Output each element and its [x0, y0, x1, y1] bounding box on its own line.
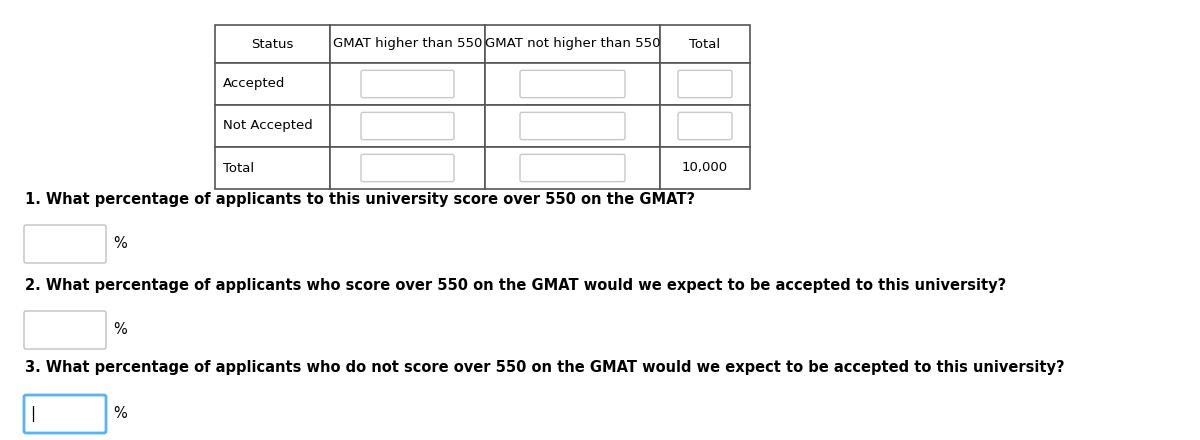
Bar: [485, 147, 660, 189]
Text: Accepted: Accepted: [223, 77, 286, 91]
Text: 1. What percentage of applicants to this university score over 550 on the GMAT?: 1. What percentage of applicants to this…: [25, 192, 695, 207]
Bar: [330, 25, 485, 63]
FancyBboxPatch shape: [24, 225, 106, 263]
Text: %: %: [113, 236, 127, 252]
Bar: [330, 147, 485, 189]
Text: %: %: [113, 407, 127, 422]
Text: 3. What percentage of applicants who do not score over 550 on the GMAT would we : 3. What percentage of applicants who do …: [25, 360, 1064, 375]
FancyBboxPatch shape: [678, 112, 732, 139]
Bar: [330, 105, 485, 147]
Bar: [660, 105, 750, 147]
FancyBboxPatch shape: [520, 70, 625, 98]
FancyBboxPatch shape: [361, 154, 454, 182]
Bar: [485, 105, 660, 147]
FancyBboxPatch shape: [24, 311, 106, 349]
Text: 10,000: 10,000: [682, 161, 728, 175]
Bar: [215, 63, 330, 105]
Bar: [660, 63, 750, 105]
Bar: [485, 25, 660, 63]
Bar: [485, 63, 660, 105]
Bar: [215, 25, 330, 63]
FancyBboxPatch shape: [520, 112, 625, 139]
Text: Not Accepted: Not Accepted: [223, 120, 313, 132]
Text: Total: Total: [690, 37, 720, 51]
Text: Status: Status: [251, 37, 294, 51]
Bar: [660, 25, 750, 63]
Text: Total: Total: [223, 161, 254, 175]
Text: GMAT not higher than 550: GMAT not higher than 550: [485, 37, 660, 51]
Text: 2. What percentage of applicants who score over 550 on the GMAT would we expect : 2. What percentage of applicants who sco…: [25, 278, 1007, 293]
Bar: [215, 105, 330, 147]
FancyBboxPatch shape: [678, 70, 732, 98]
Bar: [215, 147, 330, 189]
FancyBboxPatch shape: [361, 112, 454, 139]
FancyBboxPatch shape: [361, 70, 454, 98]
Text: %: %: [113, 323, 127, 337]
Text: |: |: [30, 406, 35, 422]
Bar: [330, 63, 485, 105]
Bar: [660, 147, 750, 189]
FancyBboxPatch shape: [24, 395, 106, 433]
Text: GMAT higher than 550: GMAT higher than 550: [332, 37, 482, 51]
FancyBboxPatch shape: [520, 154, 625, 182]
